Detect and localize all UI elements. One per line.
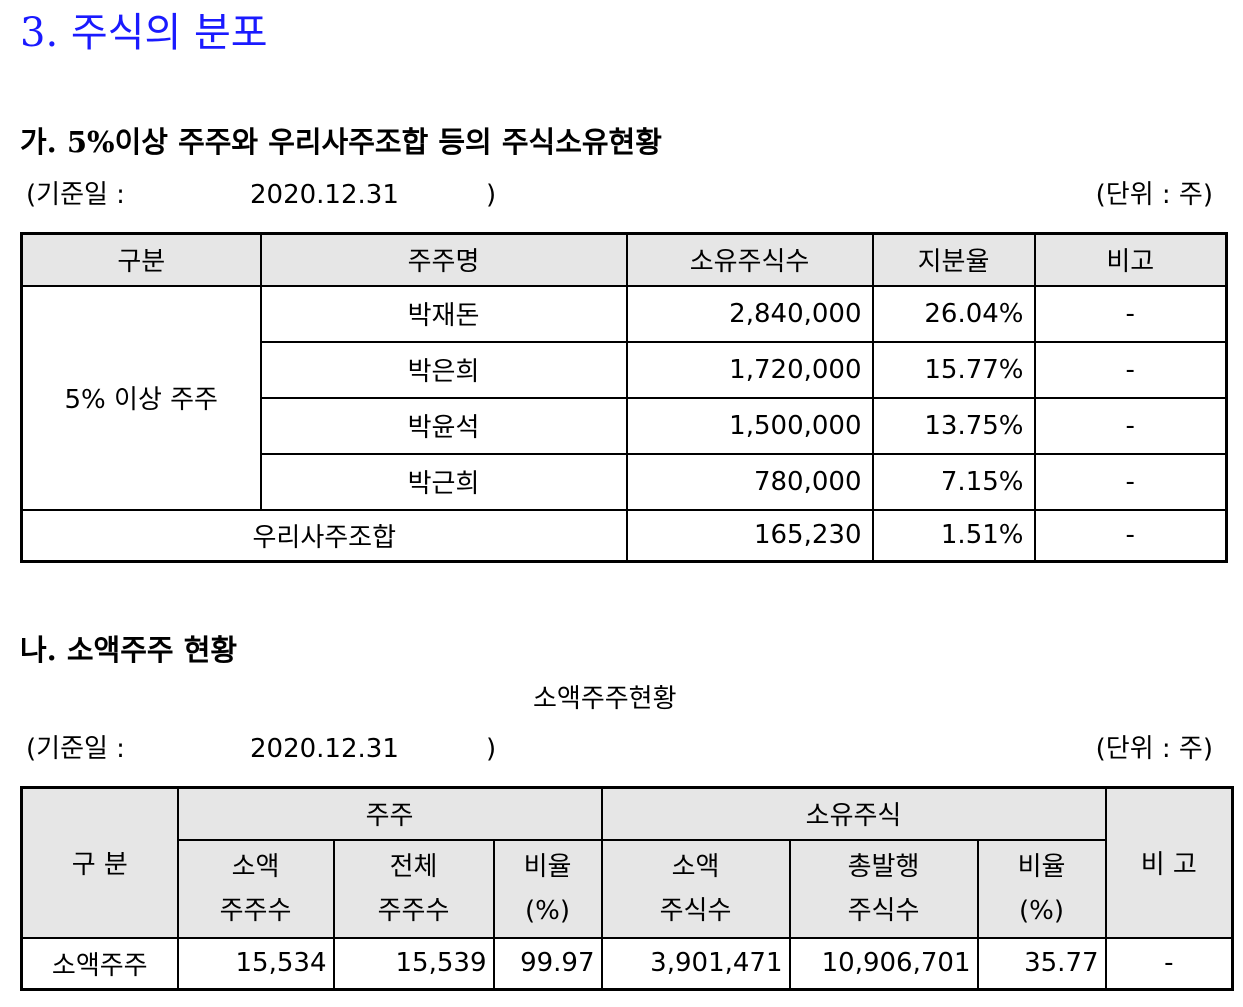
holder-ratio-value: 99.97 [492, 936, 603, 991]
header-shares: 소유주식수 [625, 232, 874, 287]
header-total-holders: 전체 주주수 [332, 838, 495, 939]
table-subheader-row: 소액 주주수 전체 주주수 비율 (%) 소액 주식수 총발행 주식수 비율 (%) [22, 838, 1233, 939]
header-holders: 주주 [176, 786, 603, 841]
header-small-holders: 소액 주주수 [176, 838, 335, 939]
holder-ratio: 7.15% [871, 452, 1036, 511]
table-row: 박은희 1,720,000 15.77% - [22, 340, 1228, 399]
header-ratio: 지분율 [871, 232, 1036, 287]
holder-shares: 2,840,000 [625, 284, 874, 343]
header-issued-shares: 총발행 주식수 [788, 838, 979, 939]
table-row: 박근희 780,000 7.15% - [22, 452, 1228, 511]
date-label: (기준일 : [26, 180, 125, 210]
table-row: 5% 이상 주주 박재돈 2,840,000 26.04% - [20, 284, 1228, 511]
table-header-row: 구분 주주명 소유주식수 지분율 비고 [20, 232, 1228, 287]
holder-name: 박윤석 [259, 396, 628, 455]
table-caption: 소액주주현황 [533, 684, 677, 714]
section-b-heading: 나. 소액주주 현황 [20, 633, 238, 667]
holder-ratio: 26.04% [871, 284, 1036, 343]
table-row: 박윤석 1,500,000 13.75% - [22, 396, 1228, 455]
unit-label: (단위 : 주) [1095, 180, 1213, 210]
union-row: 우리사주조합 165,230 1.51% - [20, 508, 1228, 563]
holder-note: - [1033, 452, 1228, 511]
header-share-ratio: 비율 (%) [976, 838, 1107, 939]
holder-shares: 1,500,000 [625, 396, 874, 455]
small-shares-value: 3,901,471 [600, 936, 791, 991]
minority-shareholders-table: 구 분 주주 소유주식 비 고 소액 주주수 전체 주주수 비율 (%) 소액 주식수 … [20, 786, 1235, 991]
table-row: 소액주주 15,534 15,539 99.97 3,901,471 10,90… [20, 936, 1234, 991]
section-a-heading: 가. 5%이상 주주와 우리사주조합 등의 주식소유현황 [20, 125, 662, 159]
header-note: 비 고 [1104, 786, 1234, 939]
major-shareholders-table: 구분 주주명 소유주식수 지분율 비고 5% 이상 주주 박재돈 2,840,0… [20, 232, 1228, 563]
union-note: - [1033, 508, 1228, 563]
issued-shares-value: 10,906,701 [788, 936, 979, 991]
holder-shares: 780,000 [625, 452, 874, 511]
header-holder-ratio: 비율 (%) [492, 838, 603, 939]
header-note: 비고 [1033, 232, 1228, 287]
header-category: 구 분 [20, 786, 179, 939]
holder-note: - [1033, 284, 1228, 343]
group-label: 5% 이상 주주 [20, 284, 262, 511]
date-close: ) [486, 734, 497, 764]
small-holders-value: 15,534 [176, 936, 335, 991]
page-title: 3. 주식의 분포 [20, 10, 268, 56]
header-shares: 소유주식 [600, 786, 1107, 841]
date-label: (기준일 : [26, 734, 125, 764]
unit-label: (단위 : 주) [1095, 734, 1213, 764]
date-close: ) [486, 180, 497, 210]
holder-name: 박재돈 [259, 284, 628, 343]
total-holders-value: 15,539 [332, 936, 495, 991]
table-header-row: 구 분 주주 소유주식 비 고 [20, 786, 1234, 939]
holder-name: 박근희 [259, 452, 628, 511]
date-value: 2020.12.31 [250, 180, 399, 210]
union-label: 우리사주조합 [20, 508, 628, 563]
note-value: - [1104, 936, 1234, 991]
header-small-shares: 소액 주식수 [600, 838, 791, 939]
union-shares: 165,230 [625, 508, 874, 563]
holder-ratio: 13.75% [871, 396, 1036, 455]
holder-ratio: 15.77% [871, 340, 1036, 399]
holder-note: - [1033, 340, 1228, 399]
header-category: 구분 [20, 232, 262, 287]
union-ratio: 1.51% [871, 508, 1036, 563]
share-ratio-value: 35.77 [976, 936, 1107, 991]
holder-name: 박은희 [259, 340, 628, 399]
row-label: 소액주주 [20, 936, 179, 991]
holder-shares: 1,720,000 [625, 340, 874, 399]
header-name: 주주명 [259, 232, 628, 287]
date-value: 2020.12.31 [250, 734, 399, 764]
holder-note: - [1033, 396, 1228, 455]
